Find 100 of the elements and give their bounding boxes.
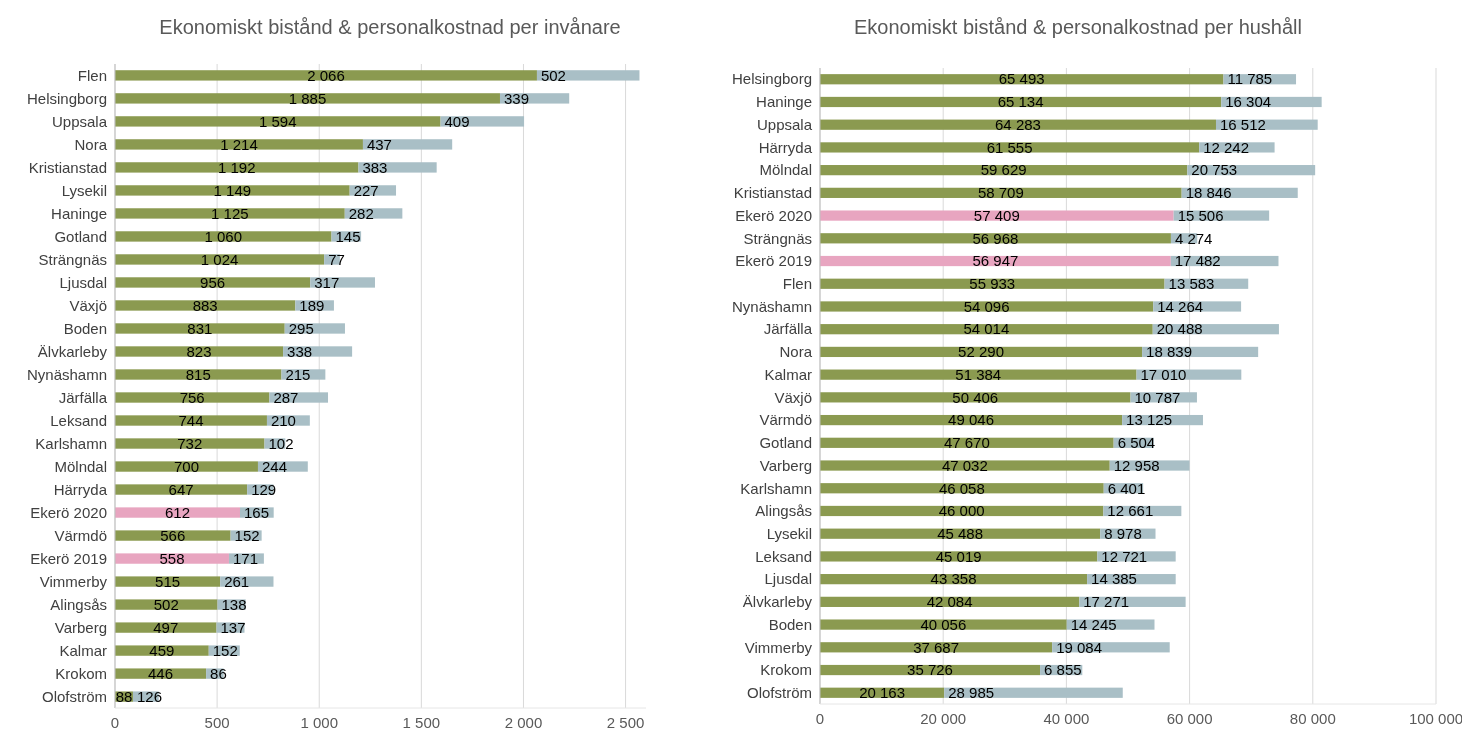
data-label: 1 060 xyxy=(204,227,243,245)
bar xyxy=(115,438,265,449)
x-tick-label: 60 000 xyxy=(1166,710,1213,727)
y-tick-label: Leksand xyxy=(50,411,107,429)
y-tick-label: Haninge xyxy=(756,93,812,111)
data-label: 409 xyxy=(444,112,470,130)
bar xyxy=(536,70,640,81)
data-label: 282 xyxy=(348,204,374,222)
data-label: 138 xyxy=(221,595,247,613)
data-label: 287 xyxy=(273,388,299,406)
data-label: 1 024 xyxy=(200,250,239,268)
data-label: 35 726 xyxy=(907,661,953,679)
bar xyxy=(115,323,285,334)
y-tick-label: Varberg xyxy=(759,456,812,474)
bar xyxy=(820,74,1224,85)
bar xyxy=(820,369,1137,380)
data-label: 558 xyxy=(159,549,185,567)
bar xyxy=(115,622,217,633)
chart-title: Ekonomiskt bistånd & personalkostnad per hushåll xyxy=(853,16,1303,38)
data-label: 49 046 xyxy=(948,411,995,429)
y-tick-label: Mölndal xyxy=(759,161,812,179)
bar xyxy=(115,277,311,288)
y-tick-label: Lysekil xyxy=(766,524,812,542)
data-label: 6 504 xyxy=(1117,434,1156,452)
bar xyxy=(820,210,1174,221)
y-tick-label: Värmdö xyxy=(759,411,812,429)
bar xyxy=(115,599,218,610)
x-tick-label: 1 000 xyxy=(300,714,338,729)
y-tick-label: Flen xyxy=(77,66,107,84)
data-label: 647 xyxy=(168,480,194,498)
bar xyxy=(820,324,1153,335)
data-label: 20 163 xyxy=(859,684,906,701)
bar xyxy=(310,277,375,288)
data-label: 12 958 xyxy=(1113,456,1160,474)
data-label: 756 xyxy=(179,388,205,406)
data-label: 12 242 xyxy=(1203,138,1250,156)
data-label: 566 xyxy=(160,526,186,544)
y-tick-label: Ljusdal xyxy=(59,273,107,291)
data-label: 165 xyxy=(243,503,270,521)
bar xyxy=(115,415,267,426)
data-label: 171 xyxy=(232,549,258,567)
data-label: 13 125 xyxy=(1126,411,1173,429)
data-label: 55 933 xyxy=(969,275,1016,292)
data-label: 6 855 xyxy=(1044,661,1082,679)
y-tick-label: Helsingborg xyxy=(26,89,107,107)
data-label: 339 xyxy=(503,89,530,107)
data-label: 497 xyxy=(153,618,179,636)
bar xyxy=(820,165,1188,176)
y-tick-label: Boden xyxy=(63,319,107,337)
data-label: 88 xyxy=(115,687,133,705)
data-label: 883 xyxy=(192,296,218,314)
data-label: 437 xyxy=(366,135,392,153)
bar xyxy=(820,119,1216,130)
data-label: 1 594 xyxy=(259,112,297,130)
data-label: 338 xyxy=(287,342,313,360)
bar xyxy=(115,461,258,472)
data-label: 383 xyxy=(362,158,388,176)
data-label: 16 512 xyxy=(1219,115,1266,133)
data-label: 28 985 xyxy=(948,684,995,701)
data-label: 43 358 xyxy=(930,570,977,588)
y-tick-label: Olofström xyxy=(41,687,107,705)
bar xyxy=(820,278,1165,289)
data-label: 446 xyxy=(148,664,174,682)
data-label: 815 xyxy=(185,365,211,383)
y-tick-label: Ekerö 2020 xyxy=(30,503,107,521)
bar xyxy=(820,142,1200,153)
y-tick-label: Flen xyxy=(782,275,812,292)
data-label: 86 xyxy=(210,664,227,682)
data-label: 210 xyxy=(270,411,296,429)
x-tick-label: 2 500 xyxy=(606,714,645,729)
data-label: 37 687 xyxy=(913,638,960,656)
x-tick-label: 80 000 xyxy=(1289,710,1336,727)
y-tick-label: Leksand xyxy=(755,547,812,565)
data-label: 18 846 xyxy=(1185,184,1232,202)
data-label: 56 968 xyxy=(972,229,1019,247)
bar xyxy=(115,300,296,311)
x-tick-label: 500 xyxy=(204,714,230,729)
data-label: 17 271 xyxy=(1083,593,1130,611)
data-label: 45 488 xyxy=(937,524,984,542)
data-label: 129 xyxy=(251,480,277,498)
x-tick-label: 1 500 xyxy=(402,714,441,729)
bar xyxy=(115,93,500,104)
y-tick-label: Uppsala xyxy=(756,115,813,133)
data-label: 244 xyxy=(261,457,287,475)
data-label: 59 629 xyxy=(980,161,1027,179)
data-label: 1 885 xyxy=(288,89,327,107)
data-label: 261 xyxy=(224,572,250,590)
data-label: 47 670 xyxy=(943,434,990,452)
y-tick-label: Järfälla xyxy=(763,320,813,338)
data-label: 12 721 xyxy=(1101,547,1148,565)
bar xyxy=(115,139,363,150)
bar xyxy=(115,231,332,242)
y-tick-label: Lysekil xyxy=(61,181,107,199)
data-label: 515 xyxy=(155,572,181,590)
data-label: 51 384 xyxy=(955,365,1002,383)
bar xyxy=(115,254,325,265)
data-label: 1 214 xyxy=(220,135,258,153)
data-label: 18 839 xyxy=(1146,343,1192,361)
y-tick-label: Ekerö 2019 xyxy=(30,549,107,567)
y-tick-label: Karlshamn xyxy=(740,479,812,497)
